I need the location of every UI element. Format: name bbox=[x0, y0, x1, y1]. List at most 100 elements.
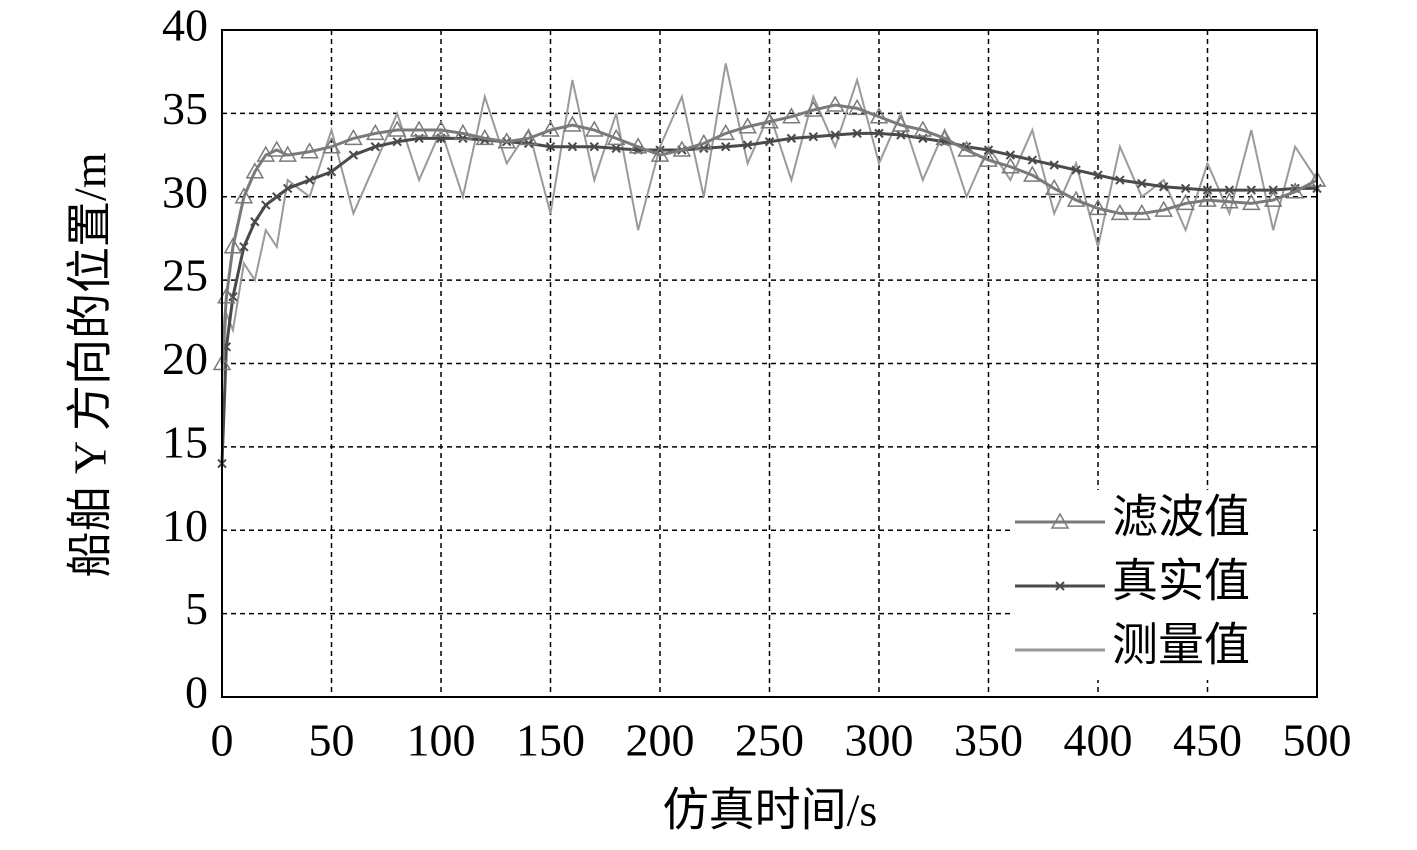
x-marker bbox=[830, 130, 840, 140]
plot-frame bbox=[221, 29, 1318, 698]
triangle-marker bbox=[497, 132, 516, 149]
triangle-marker bbox=[563, 115, 582, 132]
y-tick-label: 0 bbox=[185, 667, 208, 718]
triangle-marker bbox=[1001, 157, 1020, 174]
triangle-marker bbox=[935, 128, 954, 146]
x-tick-label: 50 bbox=[309, 715, 355, 766]
triangle-marker bbox=[738, 117, 757, 134]
x-marker bbox=[1005, 150, 1016, 160]
triangle-marker bbox=[650, 145, 670, 162]
triangle-marker bbox=[957, 140, 976, 157]
triangle-marker bbox=[245, 162, 265, 179]
x-tick-label: 400 bbox=[1064, 715, 1133, 766]
triangle-marker bbox=[913, 120, 933, 137]
y-tick-label: 5 bbox=[185, 583, 208, 634]
x-marker bbox=[523, 138, 534, 149]
x-marker bbox=[392, 137, 402, 147]
triangle-marker bbox=[1220, 192, 1239, 209]
x-tick-label: 250 bbox=[735, 715, 804, 766]
x-tick-label: 200 bbox=[626, 715, 695, 766]
x-marker bbox=[1093, 170, 1103, 180]
x-marker bbox=[742, 140, 753, 150]
x-marker bbox=[1137, 178, 1147, 189]
x-marker bbox=[1202, 185, 1213, 195]
triangle-marker bbox=[869, 107, 889, 124]
x-tick-label: 150 bbox=[516, 715, 585, 766]
triangle-marker bbox=[1263, 190, 1283, 207]
triangle-marker bbox=[1198, 190, 1217, 207]
triangle-marker bbox=[585, 120, 604, 137]
triangle-marker bbox=[847, 98, 867, 116]
triangle-marker bbox=[1023, 165, 1042, 182]
triangle-marker bbox=[519, 128, 538, 146]
triangle-marker bbox=[782, 107, 801, 124]
triangle-marker bbox=[979, 150, 998, 167]
triangle-marker bbox=[223, 237, 243, 254]
x-marker bbox=[896, 130, 906, 140]
series-line bbox=[220, 103, 1318, 364]
x-marker bbox=[852, 128, 862, 139]
triangle-marker bbox=[716, 123, 735, 141]
x-axis-title: 仿真时间/s bbox=[663, 785, 878, 836]
triangle-marker bbox=[1242, 193, 1261, 211]
x-marker bbox=[304, 175, 315, 185]
y-tick-label: 30 bbox=[162, 166, 208, 217]
x-tick-label: 350 bbox=[954, 715, 1023, 766]
x-marker bbox=[370, 142, 381, 152]
x-marker bbox=[545, 142, 556, 152]
x-marker bbox=[1158, 182, 1169, 192]
triangle-marker bbox=[1088, 198, 1108, 216]
x-tick-label: 300 bbox=[845, 715, 914, 766]
x-marker bbox=[1115, 175, 1125, 185]
x-tick-label: 450 bbox=[1173, 715, 1242, 766]
triangle-marker bbox=[628, 137, 648, 154]
x-marker bbox=[764, 137, 775, 147]
legend-label: 滤波值 bbox=[1112, 492, 1250, 543]
x-marker bbox=[874, 128, 884, 139]
legend-label: 测量值 bbox=[1112, 620, 1250, 671]
triangle-marker bbox=[891, 115, 911, 132]
triangle-marker bbox=[234, 187, 254, 204]
triangle-marker bbox=[1154, 200, 1173, 217]
triangle-marker bbox=[694, 133, 714, 151]
triangle-marker bbox=[1044, 178, 1064, 196]
triangle-marker bbox=[409, 120, 429, 137]
x-marker bbox=[1055, 581, 1065, 591]
triangle-marker bbox=[475, 128, 495, 146]
x-marker bbox=[1246, 185, 1257, 195]
y-tick-label: 35 bbox=[162, 83, 208, 134]
triangle-marker bbox=[825, 95, 845, 112]
triangle-marker bbox=[1110, 203, 1130, 221]
x-marker bbox=[261, 200, 271, 210]
triangle-marker bbox=[431, 120, 451, 137]
x-marker bbox=[786, 133, 797, 144]
x-marker bbox=[1027, 155, 1038, 165]
triangle-marker bbox=[366, 123, 385, 141]
x-marker bbox=[808, 132, 819, 142]
x-marker bbox=[567, 142, 578, 152]
x-marker bbox=[348, 150, 359, 160]
y-axis-title: 船舶 Y 方向的位置/m bbox=[65, 152, 116, 577]
triangle-marker bbox=[1050, 512, 1070, 529]
y-tick-label: 10 bbox=[162, 500, 208, 551]
triangle-marker bbox=[606, 128, 626, 146]
x-tick-label: 0 bbox=[211, 715, 234, 766]
x-marker bbox=[720, 142, 731, 152]
x-marker bbox=[250, 217, 260, 227]
legend-label: 真实值 bbox=[1112, 556, 1250, 607]
x-marker bbox=[326, 167, 337, 177]
x-marker bbox=[1071, 165, 1081, 175]
y-tick-label: 25 bbox=[162, 250, 208, 301]
x-marker bbox=[589, 142, 600, 152]
triangle-marker bbox=[1176, 193, 1195, 211]
series-line bbox=[221, 63, 1318, 381]
x-marker bbox=[282, 183, 293, 194]
triangle-marker bbox=[453, 123, 473, 141]
x-marker bbox=[239, 242, 249, 252]
x-tick-label: 100 bbox=[407, 715, 476, 766]
triangle-marker bbox=[1132, 203, 1152, 221]
triangle-marker bbox=[804, 100, 823, 117]
x-marker bbox=[983, 145, 994, 155]
triangle-marker bbox=[760, 112, 779, 129]
